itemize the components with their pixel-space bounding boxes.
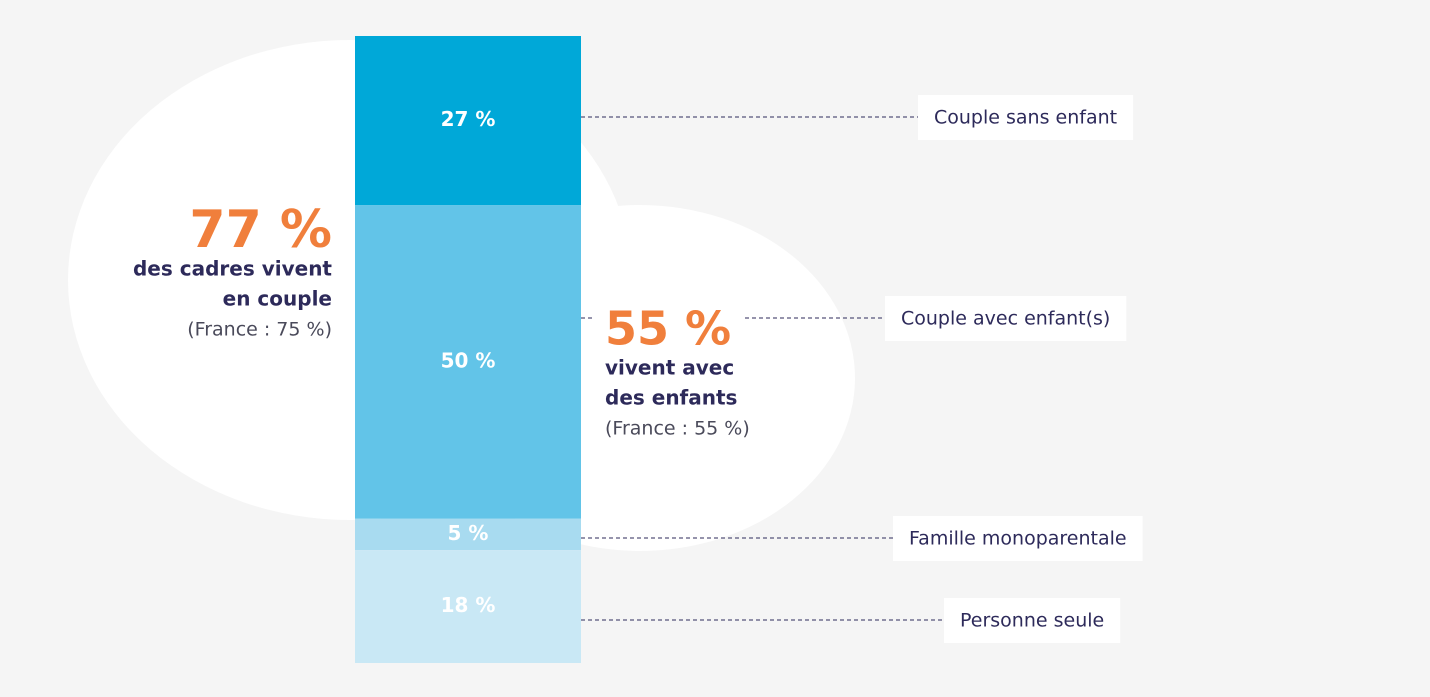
annotation-note: (France : 75 %) (187, 319, 332, 341)
annotation-headline: 55 % (605, 302, 731, 356)
legend-box (944, 598, 1121, 643)
annotation-text: vivent avec (605, 356, 734, 380)
annotation-text: en couple (223, 287, 332, 311)
annotation-text: des enfants (605, 386, 737, 410)
annotation-text: des cadres vivent (133, 257, 332, 281)
value-label: 5 % (448, 521, 489, 545)
legend-label: Couple sans enfant (934, 107, 1117, 129)
bar-segment (355, 205, 581, 519)
legend: Couple sans enfant Couple avec enfant(s) F… (581, 95, 1143, 643)
legend-box (893, 516, 1143, 561)
legend-label: Couple avec enfant(s) (901, 308, 1110, 330)
annotations: 77 %des cadres vivent en couple (France : … (133, 200, 750, 440)
bar-segment (355, 518, 581, 551)
value-label: 27 % (441, 107, 496, 131)
legend-label: Personne seule (960, 610, 1104, 632)
value-label: 18 % (441, 593, 496, 617)
legend-label: Famille monoparentale (909, 528, 1127, 550)
bar-group: 27 % 50 % 5 % 18 % (355, 36, 581, 663)
legend-box (918, 95, 1134, 140)
value-label: 50 % (441, 349, 496, 373)
bar-segment (355, 36, 581, 206)
annotation-note: (France : 55 %) (605, 418, 750, 440)
annotation-headline: 77 % (189, 200, 332, 260)
legend-box (885, 296, 1127, 341)
bar-segment (355, 550, 581, 663)
